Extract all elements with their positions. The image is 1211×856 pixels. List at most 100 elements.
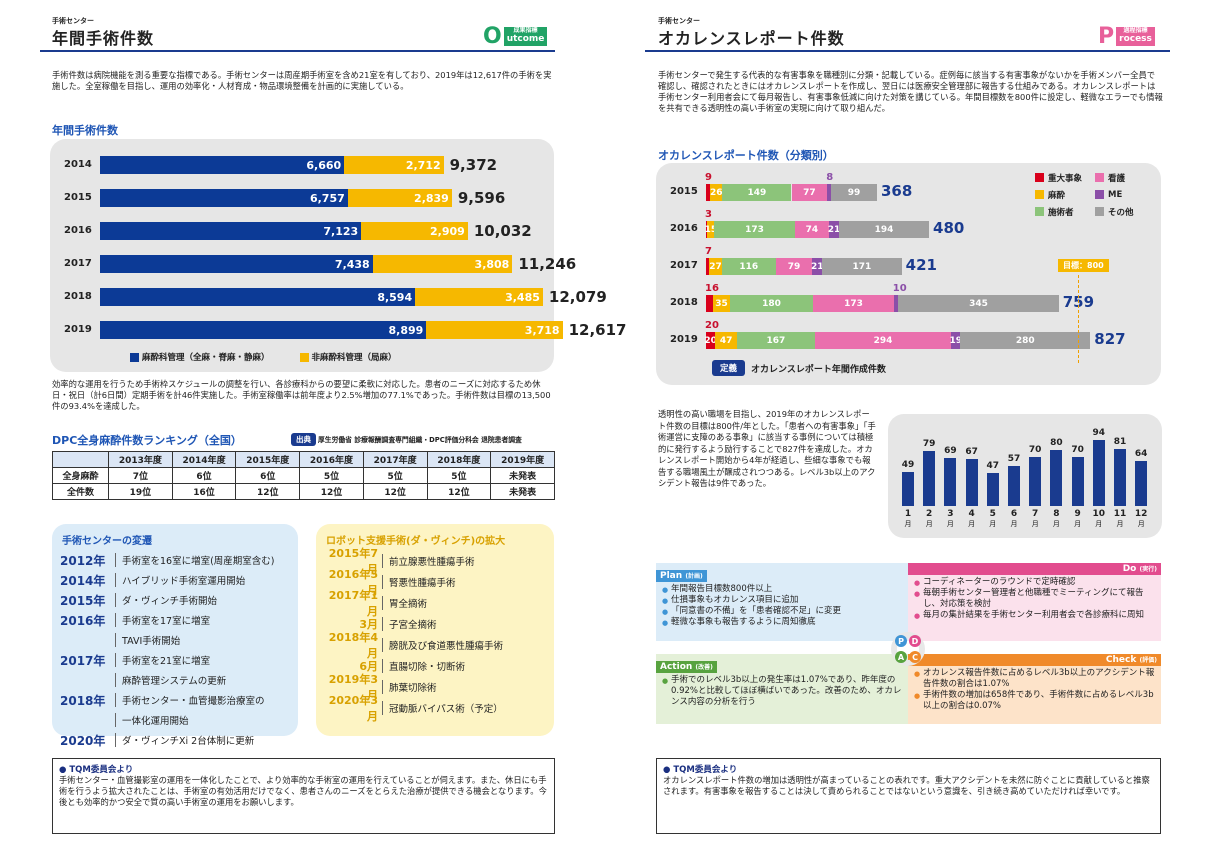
- legend-swatch: [299, 352, 309, 362]
- history-heading: 手術センターの変遷: [62, 536, 152, 547]
- pdca-do-title: Do: [1122, 564, 1137, 574]
- robot-date: 2018年4月: [328, 630, 378, 660]
- legend-item: 看護: [1095, 169, 1155, 186]
- pdca-do: Do (実行) コーディネーターのラウンドで定時確認毎朝手術センター管理者と他職…: [908, 563, 1161, 641]
- surgery-chart-panel: 2014 6,660 2,712 9,372 2015 6,757 2,839 9,596 20…: [50, 139, 627, 372]
- bar-segment: 19: [950, 332, 962, 349]
- month-number: 9: [1074, 509, 1081, 519]
- value-label: 79: [922, 438, 936, 449]
- surgery-legend: 麻酔科管理（全麻・脊麻・静麻） 非麻酔科管理（局麻）: [130, 351, 397, 363]
- legend-label: 非麻酔科管理（局麻）: [311, 353, 397, 363]
- month-bar: [965, 459, 978, 506]
- occurrence-chart: 2015 9 26 149 77 8 99 368 2016 3 15 173 74 21 194 480 20…: [656, 163, 1161, 385]
- total-label: 9,372: [449, 156, 498, 174]
- robot-text: 冠動脈バイパス術（予定）: [382, 700, 503, 715]
- history-year: 2015年: [60, 593, 106, 608]
- total-label: 421: [905, 256, 937, 274]
- bar-segment: 194: [838, 221, 930, 238]
- robot-text: 肺葉切除術: [382, 679, 437, 694]
- month-bar: [1071, 457, 1084, 506]
- tqm-heading-left: ● TQM委員会より: [59, 765, 134, 775]
- pdca-check-head: Check (評価): [908, 654, 1161, 666]
- bar-segment: 345: [898, 295, 1059, 312]
- bar-segment: 167: [737, 332, 815, 349]
- target-label: 目標：800: [1058, 259, 1109, 272]
- pdca-cycle-svg: P D C A: [891, 632, 925, 666]
- source-tag: 出典: [291, 433, 316, 446]
- definition-row: 定義 オカレンスレポート年間作成件数: [712, 360, 886, 376]
- month-bar: [1135, 461, 1148, 506]
- bar-segment: [706, 184, 711, 201]
- month-unit: 月: [946, 520, 954, 528]
- pdca-plan-sub: (計画): [685, 573, 703, 580]
- history-item: 一体化運用開始: [60, 710, 290, 730]
- surgery-chart: 2014 6,660 2,712 9,372 2015 6,757 2,839 9,596 20…: [50, 139, 627, 372]
- section-label-left: 手術センター: [52, 17, 94, 25]
- value-label: 3: [705, 209, 712, 220]
- legend-item: 重大事象: [1035, 169, 1095, 186]
- year-label: 2017: [670, 260, 698, 271]
- pdca-cycle-icon: P D C A: [889, 630, 927, 668]
- table-cell: 2014年度: [171, 451, 237, 468]
- month-number: 1: [904, 509, 912, 519]
- history-item: 2012年 手術室を16室に増室(周産期室含む): [60, 550, 290, 570]
- legend-swatch: [1035, 190, 1044, 199]
- ranking-table: 2013年度 2014年度 2015年度 2016年度 2017年度 2018年…: [52, 451, 555, 500]
- robot-text: 前立腺悪性腫瘍手術: [382, 553, 475, 568]
- chart-heading-right: オカレンスレポート件数（分類別）: [658, 149, 834, 162]
- month-unit: 月: [968, 520, 976, 528]
- bar-segment: 21: [811, 258, 824, 275]
- legend-label: その他: [1108, 207, 1134, 218]
- pdca-plan-title: Plan: [660, 571, 683, 581]
- bar-segment: 171: [822, 258, 902, 275]
- pdca-plan: Plan (計画) 年間報告目標数800件以上仕損事象もオカレンス項目に追加「同…: [656, 563, 908, 641]
- month-number: 12: [1134, 509, 1148, 519]
- bar-segment: 149: [722, 184, 792, 201]
- month-number: 10: [1092, 509, 1106, 519]
- legend-swatch: [1095, 207, 1104, 216]
- year-label: 2015: [64, 192, 92, 203]
- month-bar: [1114, 449, 1126, 506]
- pdca-action-head: Action (改善): [656, 661, 717, 673]
- table-cell: 2017年度: [362, 451, 428, 468]
- year-label: 2016: [670, 223, 698, 234]
- history-year: 2014年: [60, 573, 106, 588]
- month-label: 12 月: [1131, 509, 1151, 529]
- chart-heading-left: 年間手術件数: [52, 124, 118, 137]
- bar-segment: [706, 295, 714, 312]
- value-label: 16: [705, 283, 719, 294]
- bar-segment: 26: [710, 184, 722, 201]
- target-line: [1078, 275, 1079, 363]
- intro-left: 手術件数は病院機能を測る重要な指標である。手術センターは周産期手術室を含め21室…: [52, 70, 552, 91]
- table-cell: 全件数: [52, 483, 109, 500]
- tqm-text-right: オカレンスレポート件数の増加は透明性が高まっていることの表れです。重大アクシデン…: [663, 775, 1150, 796]
- history-text: 一体化運用開始: [115, 713, 189, 727]
- history-year: 2018年: [60, 693, 106, 708]
- month-unit: 月: [925, 520, 933, 528]
- month-number: 11: [1113, 509, 1127, 519]
- outcome-tag-top: 成果指標: [513, 27, 538, 35]
- month-number: 6: [1010, 509, 1018, 519]
- robot-text: 膀胱及び食道悪性腫瘍手術: [382, 637, 503, 652]
- bar-segment: 280: [960, 332, 1091, 349]
- source-text: 厚生労働省 診療報酬調査専門組織・DPC評価分科会 退院患者調査: [318, 436, 522, 444]
- month-unit: 月: [989, 520, 997, 528]
- history-text: 手術室を16室に増室(周産期室含む): [115, 553, 275, 567]
- value-label: 67: [965, 447, 978, 458]
- total-label: 827: [1094, 330, 1126, 348]
- intro-right: 手術センターで発生する代表的な有害事象を職種別に分類・記載している。症例毎に該当…: [658, 70, 1163, 113]
- table-cell: 5位: [362, 467, 428, 484]
- pdca-item: オカレンス報告件数に占めるレベル3b以上のアクシデント報告件数の割合は1.07%: [914, 668, 1155, 690]
- pdca-dot-d: [909, 635, 921, 647]
- robot-date: 2017年1月: [328, 588, 378, 618]
- history-item: 2014年 ハイブリッド手術室運用開始: [60, 570, 290, 590]
- definition-tag: 定義: [712, 360, 746, 376]
- bar-segment: 79: [775, 258, 813, 275]
- table-row: 2013年度 2014年度 2015年度 2016年度 2017年度 2018年…: [52, 451, 555, 468]
- total-label: 480: [933, 219, 965, 237]
- pdca-item: 「同意書の不備」を「患者確認不足」に変更: [662, 606, 902, 618]
